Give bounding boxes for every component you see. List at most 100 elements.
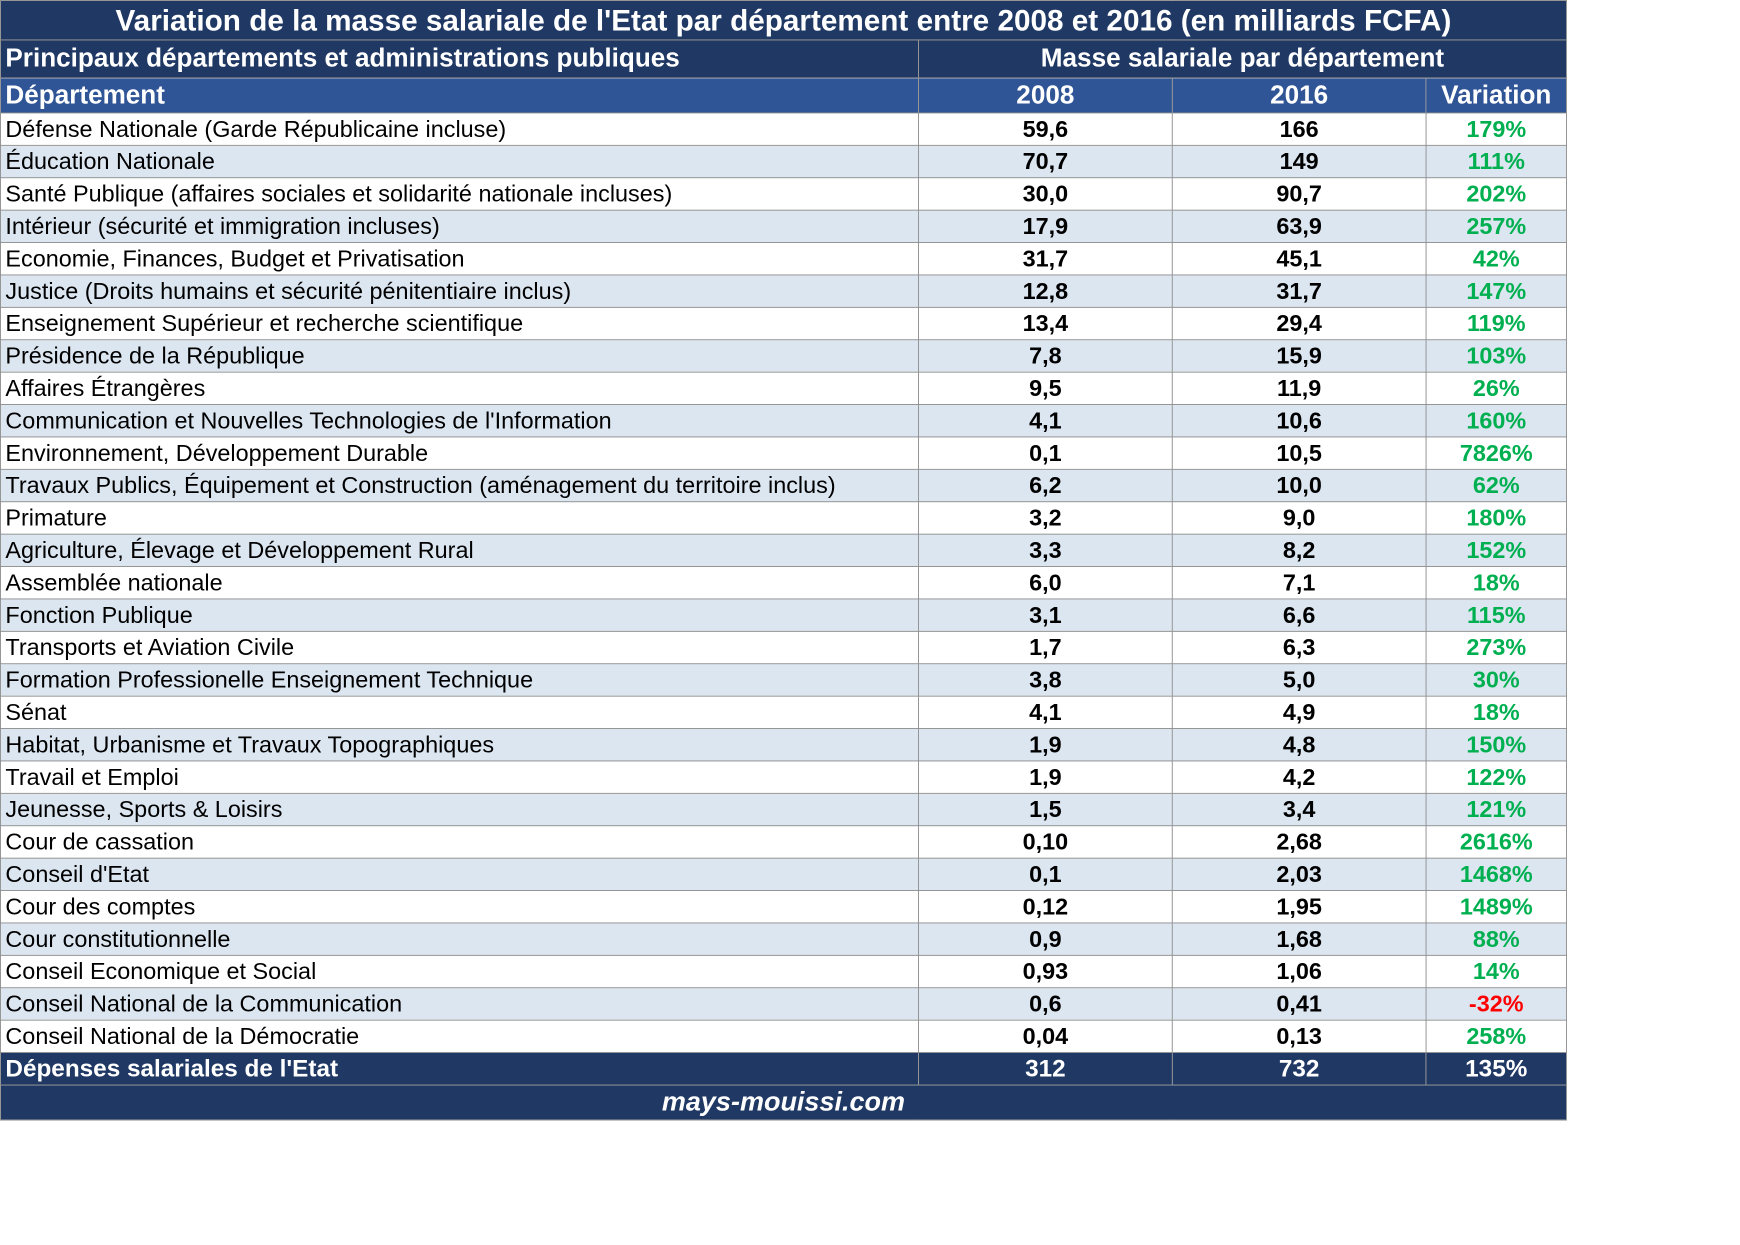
department-name: Conseil d'Etat — [0, 857, 919, 891]
department-name: Intérieur (sécurité et immigration inclu… — [0, 209, 919, 243]
table-row: Travail et Emploi 1,9 4,2 122% — [0, 760, 1567, 794]
value-2016: 10,5 — [1171, 436, 1427, 470]
value-2008: 31,7 — [917, 242, 1173, 276]
department-name: Conseil National de la Communication — [0, 987, 919, 1021]
table-row: Santé Publique (affaires sociales et sol… — [0, 177, 1567, 211]
variation-value: 42% — [1425, 242, 1567, 276]
variation-value: 258% — [1425, 1019, 1567, 1053]
department-name: Economie, Finances, Budget et Privatisat… — [0, 242, 919, 276]
value-2016: 15,9 — [1171, 339, 1427, 373]
department-name: Cour constitutionnelle — [0, 922, 919, 956]
variation-value: 160% — [1425, 404, 1567, 438]
variation-value: 119% — [1425, 306, 1567, 341]
total-variation: 135% — [1425, 1052, 1567, 1086]
column-header-2008: 2008 — [917, 77, 1173, 114]
value-2008: 70,7 — [917, 144, 1173, 179]
table-row: Habitat, Urbanisme et Travaux Topographi… — [0, 728, 1567, 762]
department-name: Environnement, Développement Durable — [0, 436, 919, 470]
department-name: Habitat, Urbanisme et Travaux Topographi… — [0, 728, 919, 762]
value-2016: 10,0 — [1171, 468, 1427, 503]
group-header-row: Principaux départements et administratio… — [0, 39, 1567, 79]
value-2008: 0,1 — [917, 857, 1173, 891]
table-row: Transports et Aviation Civile 1,7 6,3 273% — [0, 630, 1567, 665]
variation-value: 179% — [1425, 112, 1567, 146]
department-name: Travaux Publics, Équipement et Construct… — [0, 468, 919, 503]
department-name: Affaires Étrangères — [0, 371, 919, 405]
value-2016: 0,41 — [1171, 987, 1427, 1021]
value-2016: 1,95 — [1171, 890, 1427, 924]
variation-value: 30% — [1425, 663, 1567, 697]
table-row: Travaux Publics, Équipement et Construct… — [0, 468, 1567, 503]
variation-value: 273% — [1425, 630, 1567, 665]
value-2016: 31,7 — [1171, 274, 1427, 308]
table-row: Cour constitutionnelle 0,9 1,68 88% — [0, 922, 1567, 956]
value-2008: 0,1 — [917, 436, 1173, 470]
variation-value: 7826% — [1425, 436, 1567, 470]
table-body: Défense Nationale (Garde Républicaine in… — [0, 112, 1567, 1053]
value-2008: 17,9 — [917, 209, 1173, 243]
salary-table: Variation de la masse salariale de l'Eta… — [0, 0, 1567, 1121]
column-header-2016: 2016 — [1171, 77, 1427, 114]
department-name: Éducation Nationale — [0, 144, 919, 179]
department-name: Primature — [0, 501, 919, 535]
value-2008: 7,8 — [917, 339, 1173, 373]
value-2008: 3,1 — [917, 598, 1173, 632]
department-name: Sénat — [0, 695, 919, 729]
value-2016: 166 — [1171, 112, 1427, 146]
department-name: Agriculture, Élevage et Développement Ru… — [0, 533, 919, 567]
variation-value: 62% — [1425, 468, 1567, 503]
value-2008: 0,6 — [917, 987, 1173, 1021]
table-title: Variation de la masse salariale de l'Eta… — [0, 0, 1567, 41]
value-2016: 90,7 — [1171, 177, 1427, 211]
table-row: Présidence de la République 7,8 15,9 103% — [0, 339, 1567, 373]
table-row: Cour des comptes 0,12 1,95 1489% — [0, 890, 1567, 924]
value-2008: 12,8 — [917, 274, 1173, 308]
value-2008: 9,5 — [917, 371, 1173, 405]
department-name: Formation Professionelle Enseignement Te… — [0, 663, 919, 697]
value-2016: 4,9 — [1171, 695, 1427, 729]
table-row: Fonction Publique 3,1 6,6 115% — [0, 598, 1567, 632]
variation-value: 147% — [1425, 274, 1567, 308]
variation-value: 14% — [1425, 954, 1567, 989]
value-2008: 0,10 — [917, 825, 1173, 859]
variation-value: 26% — [1425, 371, 1567, 405]
variation-value: 121% — [1425, 792, 1567, 827]
value-2008: 0,12 — [917, 890, 1173, 924]
value-2008: 1,9 — [917, 760, 1173, 794]
total-row: Dépenses salariales de l'Etat 312 732 13… — [0, 1052, 1567, 1086]
department-name: Fonction Publique — [0, 598, 919, 632]
table-row: Communication et Nouvelles Technologies … — [0, 404, 1567, 438]
group-header-masse-salariale: Masse salariale par département — [917, 39, 1567, 79]
value-2016: 6,3 — [1171, 630, 1427, 665]
department-name: Communication et Nouvelles Technologies … — [0, 404, 919, 438]
department-name: Santé Publique (affaires sociales et sol… — [0, 177, 919, 211]
value-2016: 9,0 — [1171, 501, 1427, 535]
variation-value: -32% — [1425, 987, 1567, 1021]
variation-value: 2616% — [1425, 825, 1567, 859]
value-2008: 0,04 — [917, 1019, 1173, 1053]
table-row: Affaires Étrangères 9,5 11,9 26% — [0, 371, 1567, 405]
department-name: Cour de cassation — [0, 825, 919, 859]
total-2008: 312 — [917, 1052, 1173, 1086]
table-row: Assemblée nationale 6,0 7,1 18% — [0, 566, 1567, 600]
group-header-departments: Principaux départements et administratio… — [0, 39, 919, 79]
total-label: Dépenses salariales de l'Etat — [0, 1052, 919, 1086]
variation-value: 88% — [1425, 922, 1567, 956]
value-2016: 45,1 — [1171, 242, 1427, 276]
department-name: Cour des comptes — [0, 890, 919, 924]
column-header-departement: Département — [0, 77, 919, 114]
department-name: Présidence de la République — [0, 339, 919, 373]
salary-table-sheet: Variation de la masse salariale de l'Eta… — [0, 0, 1567, 1121]
department-name: Justice (Droits humains et sécurité péni… — [0, 274, 919, 308]
value-2008: 1,7 — [917, 630, 1173, 665]
table-row: Éducation Nationale 70,7 149 111% — [0, 144, 1567, 179]
value-2016: 10,6 — [1171, 404, 1427, 438]
source-row: mays-mouissi.com — [0, 1084, 1567, 1121]
value-2016: 5,0 — [1171, 663, 1427, 697]
value-2016: 4,8 — [1171, 728, 1427, 762]
variation-value: 1489% — [1425, 890, 1567, 924]
value-2008: 3,3 — [917, 533, 1173, 567]
value-2016: 1,06 — [1171, 954, 1427, 989]
table-row: Jeunesse, Sports & Loisirs 1,5 3,4 121% — [0, 792, 1567, 827]
variation-value: 152% — [1425, 533, 1567, 567]
